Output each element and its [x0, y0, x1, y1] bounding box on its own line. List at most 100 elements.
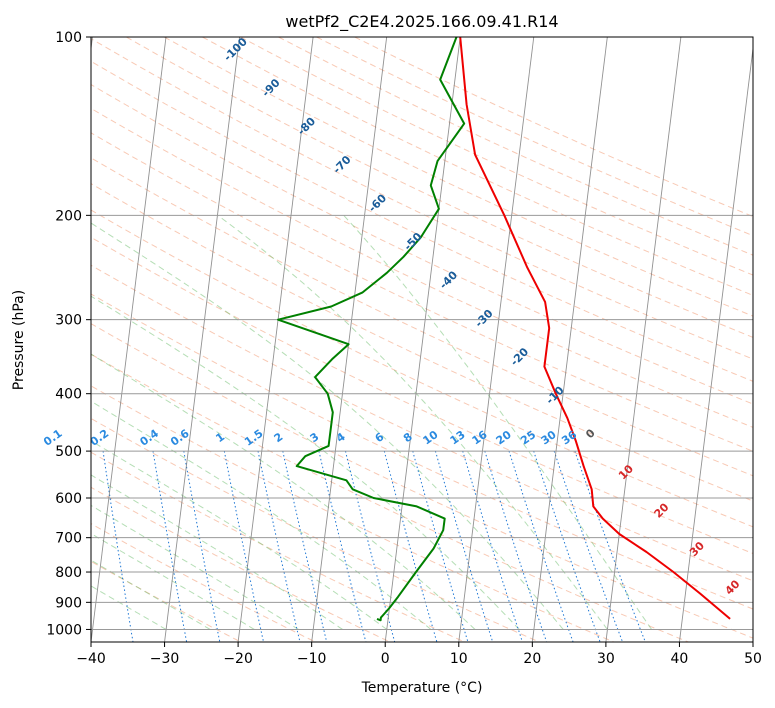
isotherm-line [752, 638, 753, 642]
moist-adiabat [91, 504, 299, 630]
isotherm-line [91, 37, 93, 53]
chart-title: wetPf2_C2E4.2025.166.09.41.R14 [285, 12, 558, 32]
mixing-ratio-line [183, 451, 221, 642]
dry-adiabat [354, 37, 753, 218]
x-tick-label: 0 [381, 651, 390, 667]
dry-adiabat-label: -60 [366, 191, 389, 214]
y-tick-label: 600 [55, 491, 82, 507]
dry-adiabat-label: 20 [652, 500, 672, 520]
x-tick-label: −20 [223, 651, 253, 667]
x-axis-title: Temperature (°C) [361, 680, 483, 696]
y-tick-label: 1000 [46, 622, 82, 638]
dry-adiabat [202, 37, 753, 296]
moist-adiabat [91, 585, 167, 630]
mixing-ratio-label: 0.6 [168, 427, 192, 449]
y-tick-label: 900 [55, 595, 82, 611]
dry-adiabat-label: -40 [437, 268, 460, 291]
profile-line [277, 37, 466, 622]
dry-adiabat-label: -30 [472, 307, 495, 330]
isotherm-line [678, 44, 753, 642]
moist-adiabat [91, 533, 255, 630]
dry-adiabat-label: 0 [583, 426, 598, 441]
x-tick-label: 10 [450, 651, 468, 667]
dry-adiabat [91, 60, 753, 382]
mixing-ratio-line [484, 450, 548, 642]
moist-adiabat [91, 559, 211, 630]
mixing-ratio-line [434, 450, 494, 642]
dry-adiabat [91, 236, 753, 555]
y-tick-label: 200 [55, 208, 82, 224]
mixing-ratio-line [318, 450, 367, 642]
dry-adiabat [91, 183, 753, 502]
mixing-ratio-label: 16 [470, 428, 490, 448]
moist-adiabat [91, 474, 343, 630]
dry-adiabat [91, 293, 753, 610]
mixing-ratio-line [574, 450, 646, 642]
mixing-ratio-label: 13 [448, 428, 468, 447]
mixing-ratio-line [223, 451, 264, 642]
dry-adiabat [91, 132, 753, 452]
dry-adiabat [91, 107, 753, 428]
y-tick-label: 700 [55, 531, 82, 547]
y-tick-label: 300 [55, 313, 82, 329]
isotherm-line [311, 37, 388, 642]
x-tick-label: 30 [597, 651, 615, 667]
mixing-ratio-label: 8 [401, 430, 415, 445]
dry-adiabat [91, 486, 391, 642]
x-tick-label: −10 [297, 651, 327, 667]
x-tick-label: 50 [744, 651, 762, 667]
dry-adiabat-label: -50 [401, 230, 424, 253]
dry-adiabat [91, 264, 753, 582]
mixing-ratio-label: 1 [213, 430, 227, 445]
dry-adiabat [91, 353, 689, 642]
dry-adiabat-label: 40 [723, 577, 743, 597]
data-series [277, 37, 731, 622]
axis-ticks: −40 −30 −20 −10 0 10 20 30 40 5010020030040050060… [46, 30, 762, 667]
y-tick-label: 100 [55, 30, 82, 46]
moist-adiabat [91, 440, 388, 630]
mixing-ratio-line [508, 450, 574, 642]
plot-frame [90, 36, 754, 643]
mixing-ratio-label: 0.4 [138, 427, 162, 449]
dry-adiabat [91, 417, 540, 642]
dry-adiabat-label: 10 [616, 462, 636, 482]
y-axis-title: Pressure (hPa) [11, 290, 27, 390]
dry-adiabat [91, 84, 753, 405]
isoline-labels: 0.1 0.2 0.4 0.6 1 1.5 2 3 4 6 8 10 13 16 20 25 30 36-100-… [41, 35, 743, 598]
profile-line [459, 37, 731, 620]
isotherm-line [384, 37, 461, 642]
x-tick-label: −40 [76, 651, 106, 667]
mixing-ratio-label: 3 [308, 430, 322, 445]
mixing-ratio-label: 25 [518, 428, 538, 447]
mixing-ratio-label: 1.5 [242, 427, 265, 449]
dry-adiabat [164, 37, 753, 317]
isotherm-line [605, 37, 682, 642]
mixing-ratio-line [257, 450, 301, 642]
mixing-ratio-line [345, 450, 396, 642]
mixing-ratio-line [412, 450, 469, 642]
dry-adiabat [91, 157, 753, 477]
dry-adiabat-label: -10 [543, 384, 566, 407]
y-tick-label: 400 [55, 387, 82, 403]
isotherm-line [458, 37, 535, 642]
isotherm-line [531, 37, 608, 642]
mixing-ratio-line [462, 450, 523, 642]
dry-adiabat [91, 323, 753, 639]
dry-adiabat [126, 37, 753, 338]
moist-adiabat [343, 214, 653, 630]
moist-adiabat [91, 353, 476, 630]
mixing-ratio-line [282, 450, 328, 642]
dry-adiabat [91, 523, 316, 642]
x-tick-label: 40 [671, 651, 689, 667]
dry-adiabat [91, 209, 753, 528]
gridlines [91, 37, 753, 642]
y-tick-label: 500 [55, 444, 82, 460]
background-lines [91, 37, 753, 642]
isotherm-line [91, 37, 167, 642]
dry-adiabat [91, 451, 465, 642]
mixing-ratio-line [152, 451, 188, 642]
mixing-ratio-label: 2 [272, 430, 286, 445]
y-tick-label: 800 [55, 565, 82, 581]
